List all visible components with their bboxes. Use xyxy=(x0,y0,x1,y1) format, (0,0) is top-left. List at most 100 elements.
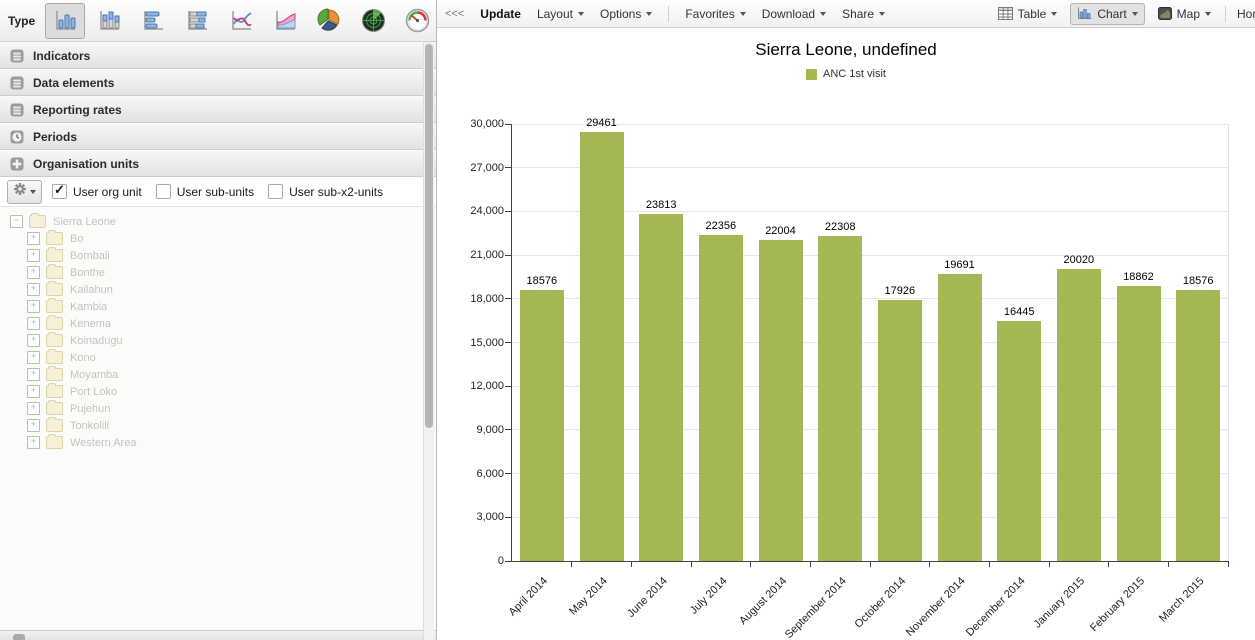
expand-toggle-icon[interactable]: + xyxy=(27,436,40,449)
gear-menu-button[interactable] xyxy=(7,179,42,204)
tree-item[interactable]: + Port Loko xyxy=(0,383,424,400)
tree-item-label: Tonkolili xyxy=(70,419,110,432)
favorites-menu-button[interactable]: Favorites xyxy=(685,7,746,21)
legend-swatch xyxy=(806,68,818,80)
tree-item[interactable]: + Bo xyxy=(0,230,424,247)
options-menu-button[interactable]: Options xyxy=(599,6,653,21)
collapse-panel-button[interactable]: <<< xyxy=(445,7,465,20)
expand-toggle-icon[interactable]: + xyxy=(27,419,40,432)
folder-icon xyxy=(46,298,63,313)
tree-item[interactable]: + Moyamba xyxy=(0,366,424,383)
menu-label: Options xyxy=(599,6,642,21)
tree-item-label: Western Area xyxy=(70,436,137,449)
download-menu-button[interactable]: Download xyxy=(761,6,827,21)
data-icon xyxy=(10,76,24,90)
expand-toggle-icon[interactable]: + xyxy=(27,351,40,364)
checkbox-user-sub-units[interactable]: User sub-units xyxy=(155,184,254,199)
checkbox-box-icon[interactable] xyxy=(155,184,171,199)
checkbox-box-icon[interactable] xyxy=(52,182,67,199)
accordion-label: Data elements xyxy=(33,75,115,90)
bar-october-2014[interactable] xyxy=(877,300,922,561)
home-button[interactable]: Home xyxy=(1237,7,1255,21)
bar-august-2014[interactable] xyxy=(758,240,803,561)
menu-label: Download xyxy=(761,6,816,21)
y-tick-label: 18,000 xyxy=(470,292,504,305)
update-button[interactable]: Update xyxy=(480,6,521,21)
bar-january-2015[interactable] xyxy=(1056,269,1101,561)
bar-september-2014[interactable] xyxy=(818,236,863,561)
checkbox-box-icon[interactable] xyxy=(268,184,284,199)
chart-type-stacked-bar-button[interactable] xyxy=(177,3,217,39)
dropdown-caret-icon xyxy=(820,12,827,16)
tree-item[interactable]: + Koinadugu xyxy=(0,332,424,349)
tree-item-root[interactable]: − Sierra Leone xyxy=(0,213,424,230)
bar-april-2014[interactable] xyxy=(519,290,564,561)
checkbox-label: User org unit xyxy=(73,184,142,199)
tree-item[interactable]: + Kambia xyxy=(0,298,424,315)
layout-menu-button[interactable]: Layout xyxy=(537,7,584,21)
tree-item-label: Kailahun xyxy=(70,283,113,296)
x-tick-mark xyxy=(750,562,752,567)
expand-toggle-icon[interactable]: + xyxy=(27,300,40,313)
folder-icon xyxy=(46,281,63,296)
chart-type-line-button[interactable] xyxy=(221,3,261,39)
chart-type-column-button[interactable] xyxy=(45,2,86,39)
bar-march-2015[interactable] xyxy=(1176,290,1221,561)
checkbox-user-org-unit[interactable]: User org unit xyxy=(52,182,142,199)
bar-value-label: 17926 xyxy=(884,285,916,297)
accordion-header-periods[interactable]: Periods xyxy=(0,123,436,150)
expand-toggle-icon[interactable]: + xyxy=(27,249,40,262)
expand-toggle-icon[interactable]: + xyxy=(27,266,40,279)
tree-item[interactable]: + Pujehun xyxy=(0,400,424,417)
sidebar-scrollbar[interactable] xyxy=(423,42,434,640)
tree-item[interactable]: + Tonkolili xyxy=(0,417,424,434)
tree-item[interactable]: + Kenema xyxy=(0,315,424,332)
x-axis-label: July 2014 xyxy=(687,575,730,617)
tree-item-label: Koinadugu xyxy=(70,334,123,347)
chart-view-button[interactable]: Chart xyxy=(1070,2,1145,25)
expand-toggle-icon[interactable]: + xyxy=(27,385,40,398)
chart-type-area-button[interactable] xyxy=(265,3,305,39)
accordion-header-organisation-units[interactable]: Organisation units xyxy=(0,150,436,177)
accordion-header-data-elements[interactable]: Data elements xyxy=(0,69,436,96)
accordion-header-reporting-rates[interactable]: Reporting rates xyxy=(0,96,436,123)
expand-toggle-icon[interactable]: + xyxy=(27,402,40,415)
share-menu-button[interactable]: Share xyxy=(842,7,886,21)
tree-item[interactable]: + Kailahun xyxy=(0,281,424,298)
scrollbar-thumb[interactable] xyxy=(425,44,433,428)
tree-item[interactable]: + Kono xyxy=(0,349,424,366)
y-tick-mark xyxy=(505,298,511,300)
bar-july-2014[interactable] xyxy=(698,235,743,561)
expand-toggle-icon[interactable]: + xyxy=(27,368,40,381)
y-tick-label: 12,000 xyxy=(470,380,504,393)
expand-toggle-icon[interactable]: + xyxy=(27,283,40,296)
data-icon xyxy=(10,49,24,63)
expand-toggle-icon[interactable]: + xyxy=(27,317,40,330)
collapse-toggle-icon[interactable]: − xyxy=(10,215,23,228)
y-gridline xyxy=(512,254,1228,256)
tree-item[interactable]: + Bombali xyxy=(0,247,424,264)
bar-february-2015[interactable] xyxy=(1116,286,1161,561)
tree-item[interactable]: + Bonthe xyxy=(0,264,424,281)
menu-label: Layout xyxy=(536,6,573,21)
table-view-button[interactable]: Table xyxy=(991,3,1065,25)
folder-icon xyxy=(46,434,63,449)
expand-toggle-icon[interactable]: + xyxy=(27,334,40,347)
bar-june-2014[interactable] xyxy=(639,214,684,561)
bar-may-2014[interactable] xyxy=(579,132,624,561)
checkbox-user-sub-x2-units[interactable]: User sub-x2-units xyxy=(268,184,383,199)
chart-type-bar-button[interactable] xyxy=(133,3,173,39)
chart-type-pie-button[interactable] xyxy=(309,3,349,39)
bar-november-2014[interactable] xyxy=(937,274,982,561)
expand-toggle-icon[interactable]: + xyxy=(27,232,40,245)
accordion-header-indicators[interactable]: Indicators xyxy=(0,42,436,69)
chart-type-gauge-button[interactable] xyxy=(397,3,437,39)
bar-december-2014[interactable] xyxy=(997,321,1042,561)
tree-item[interactable]: + Western Area xyxy=(0,434,424,451)
sidebar-bottom-bar[interactable] xyxy=(0,630,436,640)
chart-type-radar-button[interactable] xyxy=(353,3,393,39)
folder-icon xyxy=(46,315,63,330)
dropdown-caret-icon xyxy=(1205,12,1211,16)
chart-type-stacked-column-button[interactable] xyxy=(89,3,129,39)
map-view-button[interactable]: Map xyxy=(1151,3,1218,25)
